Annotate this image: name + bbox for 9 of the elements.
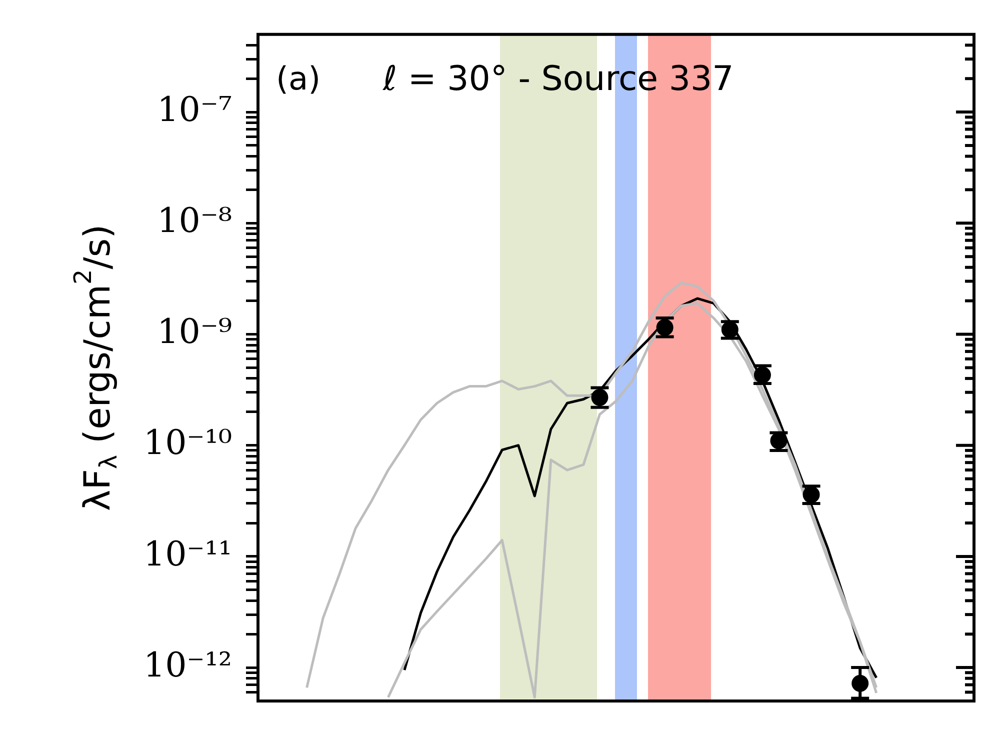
annotation: (a) [276,60,321,98]
y-tick-label: 10⁻⁷ [157,90,232,130]
y-tick-label: 10⁻¹⁰ [144,423,232,464]
y-tick-label: 10⁻¹² [144,645,232,686]
y-tick-label: 10⁻¹¹ [144,534,232,574]
annotation: ℓ = 30° - Source 337 [382,59,734,100]
y-axis-title: λFλ (ergs/cm2/s) [69,224,122,512]
y-tick-label: 10⁻⁸ [157,200,232,241]
y-tick-label: 10⁻⁹ [157,312,232,352]
